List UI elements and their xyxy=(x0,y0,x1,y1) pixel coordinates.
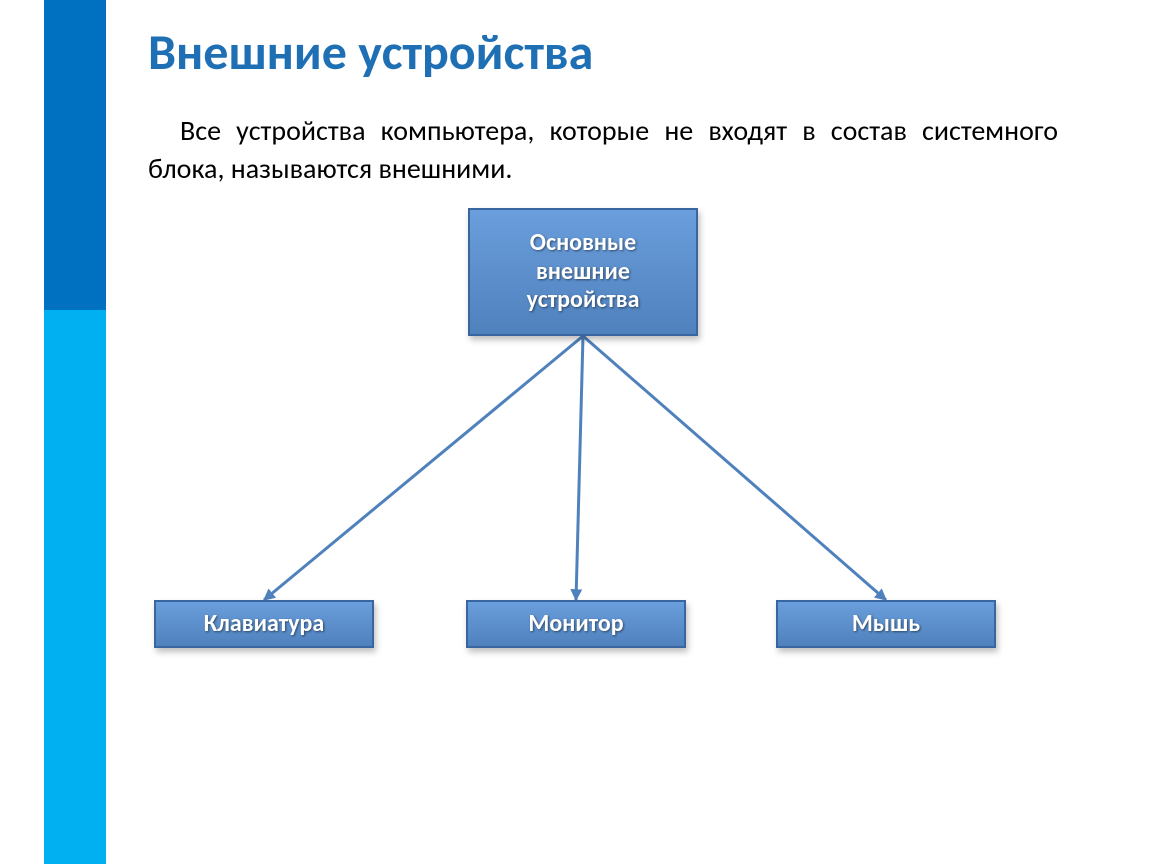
hierarchy-diagram: Основные внешние устройства Клавиатура Мон… xyxy=(148,200,1058,660)
diagram-node-mouse: Мышь xyxy=(776,600,996,648)
sidebar-accent-bottom xyxy=(44,310,106,864)
diagram-edge xyxy=(583,336,886,600)
diagram-node-mon: Монитор xyxy=(466,600,686,648)
diagram-node-root: Основные внешние устройства xyxy=(468,208,698,336)
slide-title: Внешние устройства xyxy=(148,22,593,83)
body-text-content: Все устройства компьютера, которые не вх… xyxy=(148,113,1058,186)
slide: Внешние устройства Все устройства компью… xyxy=(0,0,1150,864)
sidebar-accent-top xyxy=(44,0,106,310)
diagram-edge xyxy=(264,336,583,600)
diagram-node-kb: Клавиатура xyxy=(154,600,374,648)
diagram-edge xyxy=(576,336,583,600)
slide-body-text: Все устройства компьютера, которые не вх… xyxy=(148,112,1058,188)
